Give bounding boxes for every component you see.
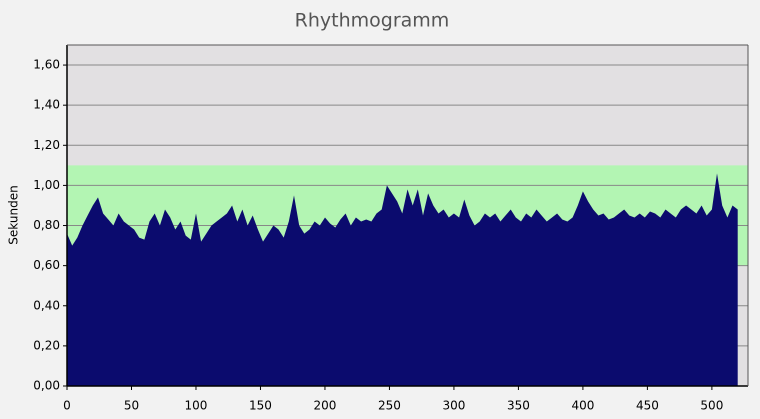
y-axis-label: Sekunden — [7, 185, 21, 244]
y-tick-label: 1,00 — [33, 178, 60, 192]
y-tick-label: 0,80 — [33, 218, 60, 232]
y-tick-label: 1,60 — [33, 58, 60, 72]
x-tick-label: 300 — [442, 399, 465, 413]
area — [67, 173, 738, 386]
x-tick-label: 250 — [378, 399, 401, 413]
x-tick-label: 400 — [571, 399, 594, 413]
y-tick-label: 0,60 — [33, 258, 60, 272]
chart-title: Rhythmogramm — [295, 10, 450, 32]
y-tick-label: 0,00 — [33, 379, 60, 393]
x-tick-label: 0 — [63, 399, 71, 413]
x-tick-label: 150 — [249, 399, 272, 413]
x-tick-label: 50 — [124, 399, 139, 413]
y-tick-label: 0,20 — [33, 338, 60, 352]
x-tick-label: 500 — [700, 399, 723, 413]
y-tick-label: 1,40 — [33, 98, 60, 112]
x-tick-label: 450 — [636, 399, 659, 413]
y-tick-label: 1,20 — [33, 138, 60, 152]
y-tick-label: 0,40 — [33, 298, 60, 312]
x-tick-label: 200 — [314, 399, 337, 413]
x-tick-label: 350 — [507, 399, 530, 413]
x-tick-label: 100 — [185, 399, 208, 413]
